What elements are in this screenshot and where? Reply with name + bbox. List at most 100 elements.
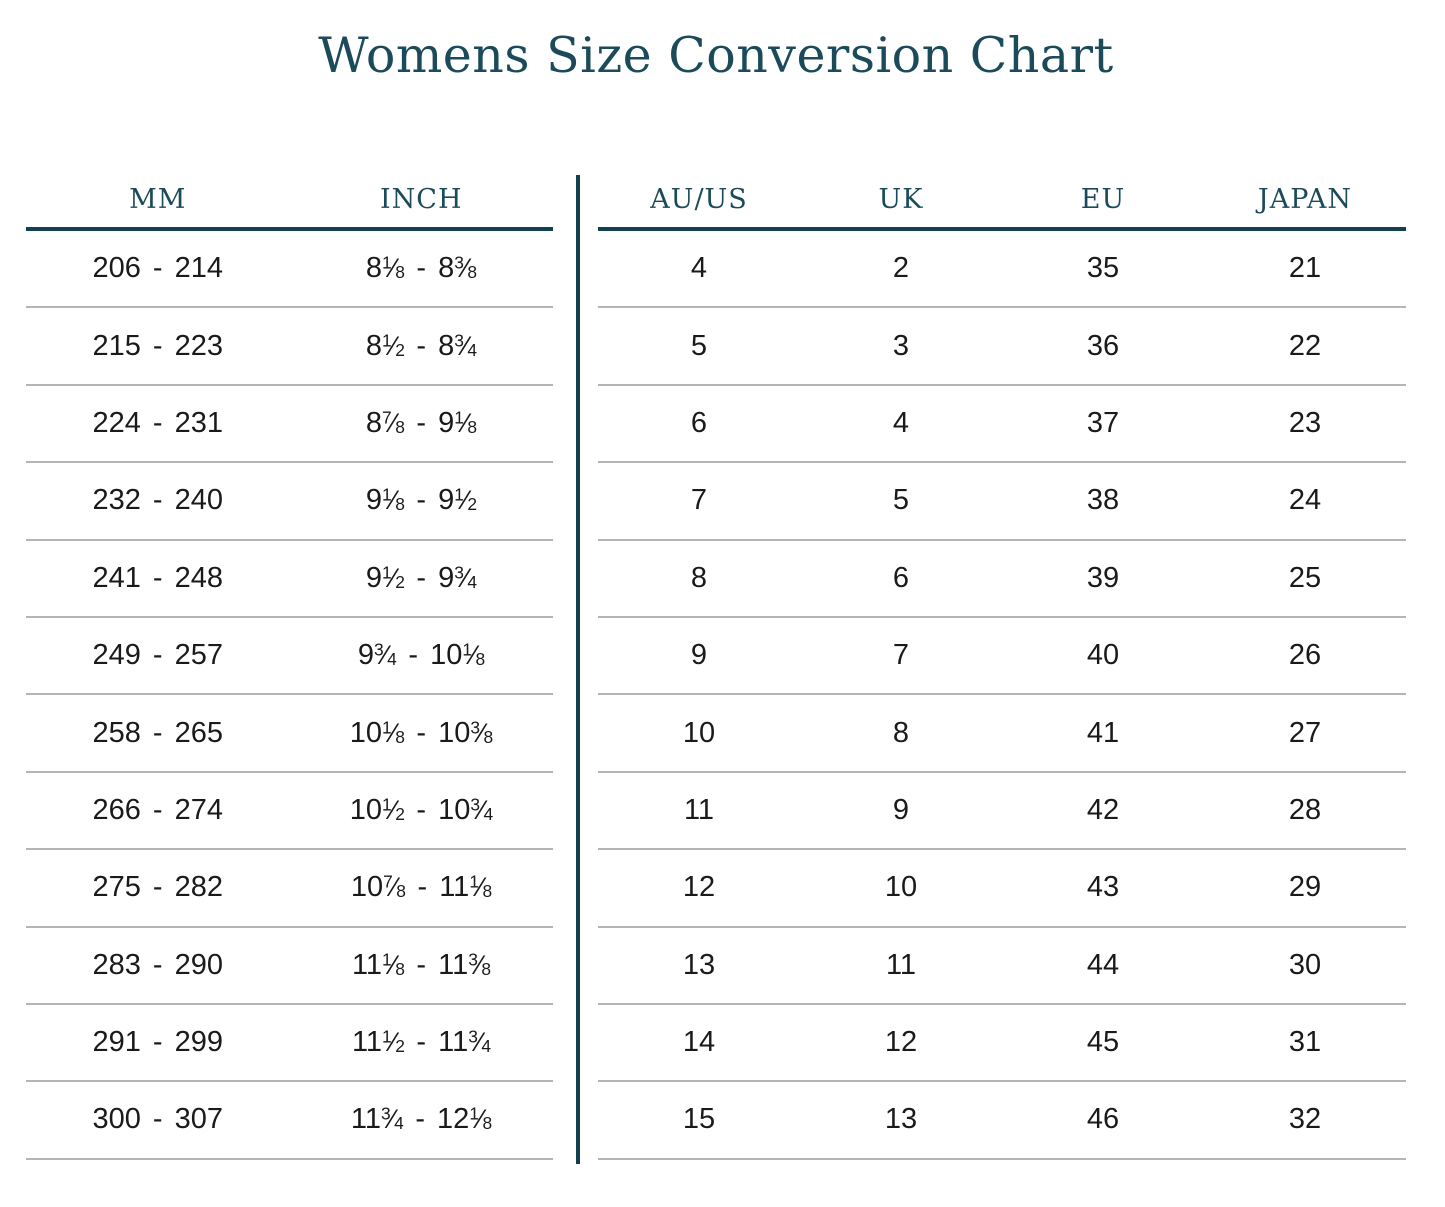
table-cell: 15 — [682, 1103, 716, 1136]
table-cell: 24 — [1288, 484, 1322, 517]
table-cell: 6 — [690, 406, 708, 439]
table-row: 9 7 40 26 — [598, 618, 1406, 696]
table-cell: 10 — [884, 871, 918, 904]
table-cell: 113⁄4 - 121⁄8 — [350, 1103, 492, 1136]
table-cell: 12 — [682, 871, 716, 904]
inch-fraction: 3⁄4 — [454, 562, 477, 593]
table-cell: 93⁄4 - 101⁄8 — [357, 639, 485, 672]
table-cell: 5 — [892, 484, 910, 517]
table-cell: 29 — [1288, 871, 1322, 904]
table-cell: 11 — [885, 948, 917, 981]
table-cell: 81⁄8 - 83⁄8 — [365, 252, 477, 285]
table-cell: 27 — [1288, 716, 1322, 749]
table-cell: 44 — [1086, 948, 1120, 981]
table-cell: 6 — [892, 561, 910, 594]
table-cell: 8 — [690, 561, 708, 594]
table-cell: 91⁄2 - 93⁄4 — [365, 561, 477, 594]
inch-fraction: 1⁄8 — [454, 407, 477, 438]
table-cell: 37 — [1086, 406, 1120, 439]
inch-fraction: 1⁄8 — [382, 485, 405, 516]
column-header-uk: UK — [878, 184, 924, 215]
table-cell: 215 - 223 — [92, 329, 224, 362]
table-cell: 291 - 299 — [92, 1026, 224, 1059]
table-row: 266 - 274 101⁄2 - 103⁄4 — [26, 773, 553, 851]
table-cell: 249 - 257 — [92, 639, 224, 672]
inch-fraction: 3⁄4 — [380, 1104, 404, 1135]
table-cell: 45 — [1086, 1026, 1120, 1059]
table-row: 291 - 299 111⁄2 - 113⁄4 — [26, 1005, 553, 1083]
table-row: 258 - 265 101⁄8 - 103⁄8 — [26, 695, 553, 773]
table-cell: 2 — [892, 252, 910, 285]
table-cell: 28 — [1288, 793, 1322, 826]
table-cell: 32 — [1288, 1103, 1322, 1136]
inch-fraction: 1⁄8 — [462, 639, 485, 671]
table-cell: 31 — [1288, 1026, 1322, 1059]
table-cell: 206 - 214 — [92, 252, 224, 285]
table-cell: 40 — [1086, 639, 1120, 672]
inch-fraction: 7⁄8 — [383, 871, 406, 903]
table-cell: 23 — [1288, 406, 1322, 439]
sizes-table-body: 4 2 35 21 5 3 36 22 6 4 37 23 7 5 38 24 8 6 39 25 9 7 40 26 10 8 4… — [598, 231, 1406, 1160]
column-header-eu: EU — [1080, 184, 1126, 215]
table-cell: 275 - 282 — [92, 871, 224, 904]
inch-fraction: 1⁄8 — [382, 717, 405, 748]
column-header-mm: MM — [129, 184, 187, 215]
table-row: 232 - 240 91⁄8 - 91⁄2 — [26, 463, 553, 541]
measurement-table: MM INCH 206 - 214 81⁄8 - 83⁄8 215 - 223 81⁄… — [26, 172, 553, 1160]
table-cell: 9 — [892, 793, 910, 826]
table-row: 5 3 36 22 — [598, 308, 1406, 386]
measurement-table-header-row: MM INCH — [26, 172, 553, 231]
table-cell: 241 - 248 — [92, 561, 224, 594]
inch-fraction: 3⁄4 — [470, 794, 493, 825]
table-cell: 39 — [1086, 561, 1120, 594]
table-cell: 111⁄8 - 113⁄8 — [351, 948, 491, 981]
table-row: 300 - 307 113⁄4 - 121⁄8 — [26, 1082, 553, 1160]
inch-fraction: 1⁄2 — [382, 794, 405, 825]
inch-fraction: 3⁄4 — [373, 639, 397, 671]
table-cell: 8 — [892, 716, 910, 749]
table-cell: 4 — [892, 406, 910, 439]
table-cell: 101⁄2 - 103⁄4 — [349, 793, 493, 826]
table-cell: 87⁄8 - 91⁄8 — [365, 406, 477, 439]
table-cell: 35 — [1086, 252, 1120, 285]
table-cell: 258 - 265 — [92, 716, 224, 749]
column-header-au-us: AU/US — [650, 184, 748, 215]
table-cell: 38 — [1086, 484, 1120, 517]
table-cell: 13 — [884, 1103, 918, 1136]
table-row: 215 - 223 81⁄2 - 83⁄4 — [26, 308, 553, 386]
table-row: 10 8 41 27 — [598, 695, 1406, 773]
table-cell: 10 — [682, 716, 716, 749]
inch-fraction: 3⁄8 — [470, 717, 493, 748]
table-row: 7 5 38 24 — [598, 463, 1406, 541]
table-cell: 14 — [682, 1026, 716, 1059]
table-cell: 5 — [690, 329, 708, 362]
inch-fraction: 1⁄8 — [382, 949, 405, 980]
table-cell: 4 — [690, 252, 708, 285]
table-cell: 13 — [682, 948, 716, 981]
table-cell: 26 — [1288, 639, 1322, 672]
inch-fraction: 7⁄8 — [382, 407, 405, 438]
column-header-inch: INCH — [380, 184, 463, 215]
table-row: 283 - 290 111⁄8 - 113⁄8 — [26, 928, 553, 1005]
inch-fraction: 3⁄4 — [468, 1026, 491, 1058]
inch-fraction: 1⁄2 — [454, 485, 477, 516]
inch-fraction: 3⁄8 — [454, 252, 477, 284]
table-cell: 12 — [884, 1026, 918, 1059]
table-cell: 107⁄8 - 111⁄8 — [350, 871, 492, 904]
table-row: 241 - 248 91⁄2 - 93⁄4 — [26, 541, 553, 618]
sizes-table-header-row: AU/US UK EU JAPAN — [598, 172, 1406, 231]
table-row: 8 6 39 25 — [598, 541, 1406, 618]
inch-fraction: 3⁄4 — [454, 330, 477, 361]
table-row: 206 - 214 81⁄8 - 83⁄8 — [26, 231, 553, 309]
sizes-table: AU/US UK EU JAPAN 4 2 35 21 5 3 36 22 6 4 37 23 7 5 38… — [598, 172, 1406, 1160]
table-row: 11 9 42 28 — [598, 773, 1406, 851]
table-cell: 46 — [1086, 1103, 1120, 1136]
table-row: 12 10 43 29 — [598, 850, 1406, 928]
inch-fraction: 1⁄8 — [382, 252, 405, 284]
table-divider — [576, 175, 580, 1164]
page-title: Womens Size Conversion Chart — [318, 27, 1114, 84]
table-cell: 7 — [892, 639, 910, 672]
table-cell: 42 — [1086, 793, 1120, 826]
inch-fraction: 1⁄2 — [382, 562, 405, 593]
table-row: 224 - 231 87⁄8 - 91⁄8 — [26, 386, 553, 464]
